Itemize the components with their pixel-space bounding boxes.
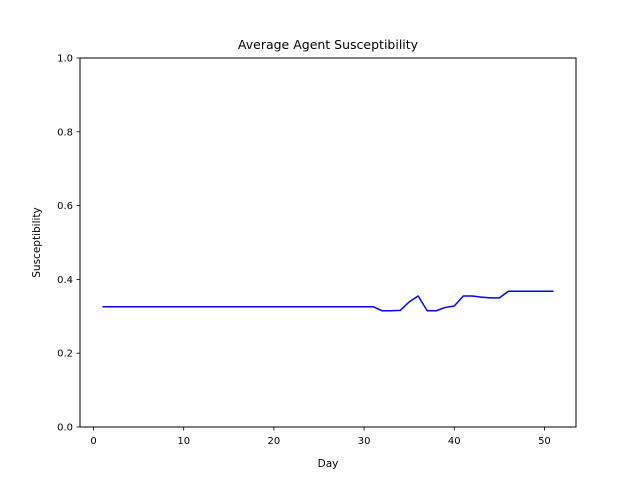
x-axis-ticks: 0 10 20 30 40 50 bbox=[90, 427, 551, 447]
plot-frame bbox=[79, 57, 577, 428]
x-tick-label: 10 bbox=[177, 436, 190, 447]
x-tick-label: 50 bbox=[538, 436, 551, 447]
x-tick-label: 20 bbox=[268, 436, 281, 447]
x-tick-label: 40 bbox=[448, 436, 461, 447]
series-layer bbox=[102, 290, 554, 312]
y-tick-label: 0.2 bbox=[57, 349, 73, 360]
y-tick-label: 0.4 bbox=[57, 275, 73, 286]
y-axis-label: Susceptibility bbox=[31, 207, 43, 277]
x-tick-label: 0 bbox=[90, 436, 96, 447]
y-tick-label: 0.8 bbox=[57, 127, 73, 138]
y-tick-label: 0.0 bbox=[57, 423, 73, 434]
chart-title: Average Agent Susceptibility bbox=[238, 37, 419, 52]
x-axis-label: Day bbox=[318, 458, 339, 470]
series-line bbox=[102, 290, 554, 312]
y-tick-label: 1.0 bbox=[57, 54, 73, 65]
y-tick-label: 0.6 bbox=[57, 201, 73, 212]
y-axis-ticks: 0.0 0.2 0.4 0.6 0.8 1.0 bbox=[57, 54, 80, 434]
x-tick-label: 30 bbox=[358, 436, 371, 447]
